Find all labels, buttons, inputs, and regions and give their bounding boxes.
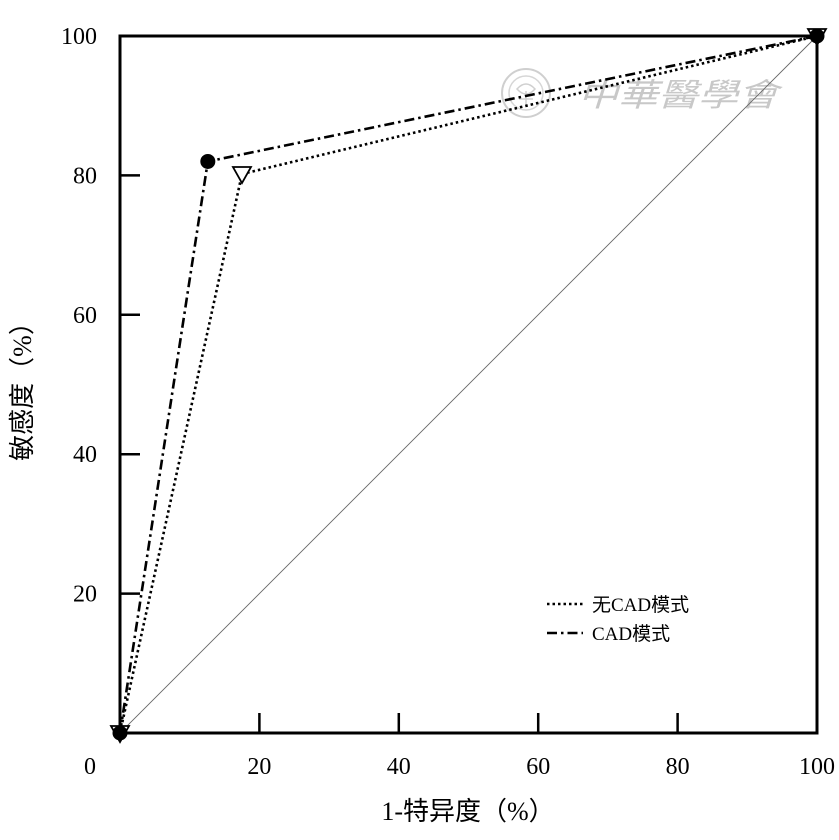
x-tick-label-4: 100 xyxy=(799,754,835,780)
y-tick-label-1: 40 xyxy=(73,442,97,468)
plot-frame xyxy=(118,34,819,735)
y-axis-title: 敏感度（%） xyxy=(8,309,37,461)
origin-label: 0 xyxy=(84,754,96,780)
x-axis-title: 1-特异度（%） xyxy=(381,797,554,826)
y-tick-label-2: 60 xyxy=(73,303,97,329)
x-tick-label-1: 40 xyxy=(387,754,411,780)
plot-layer xyxy=(109,28,828,744)
y-tick-label-4: 100 xyxy=(61,24,97,50)
x-tick-label-3: 80 xyxy=(666,754,690,780)
watermark: 中華醫學會 xyxy=(501,68,783,118)
series-1-point-1 xyxy=(200,153,216,169)
legend-label-1: CAD模式 xyxy=(592,623,670,645)
watermark-text: 中華醫學會 xyxy=(578,76,783,114)
x-tick-label-2: 60 xyxy=(526,754,550,780)
y-tick-label-3: 80 xyxy=(73,163,97,189)
series-0-point-1 xyxy=(231,166,253,185)
reference-diagonal-line xyxy=(119,35,818,734)
society-seal-icon xyxy=(501,68,551,118)
x-tick-label-0: 20 xyxy=(247,754,271,780)
axes-layer: 20 40 60 80 100 20 40 60 80 100 0 xyxy=(61,24,835,780)
legend-label-0: 无CAD模式 xyxy=(592,594,689,616)
legend: 无CAD模式 CAD模式 xyxy=(547,594,689,645)
y-tick-label-0: 20 xyxy=(73,582,97,608)
